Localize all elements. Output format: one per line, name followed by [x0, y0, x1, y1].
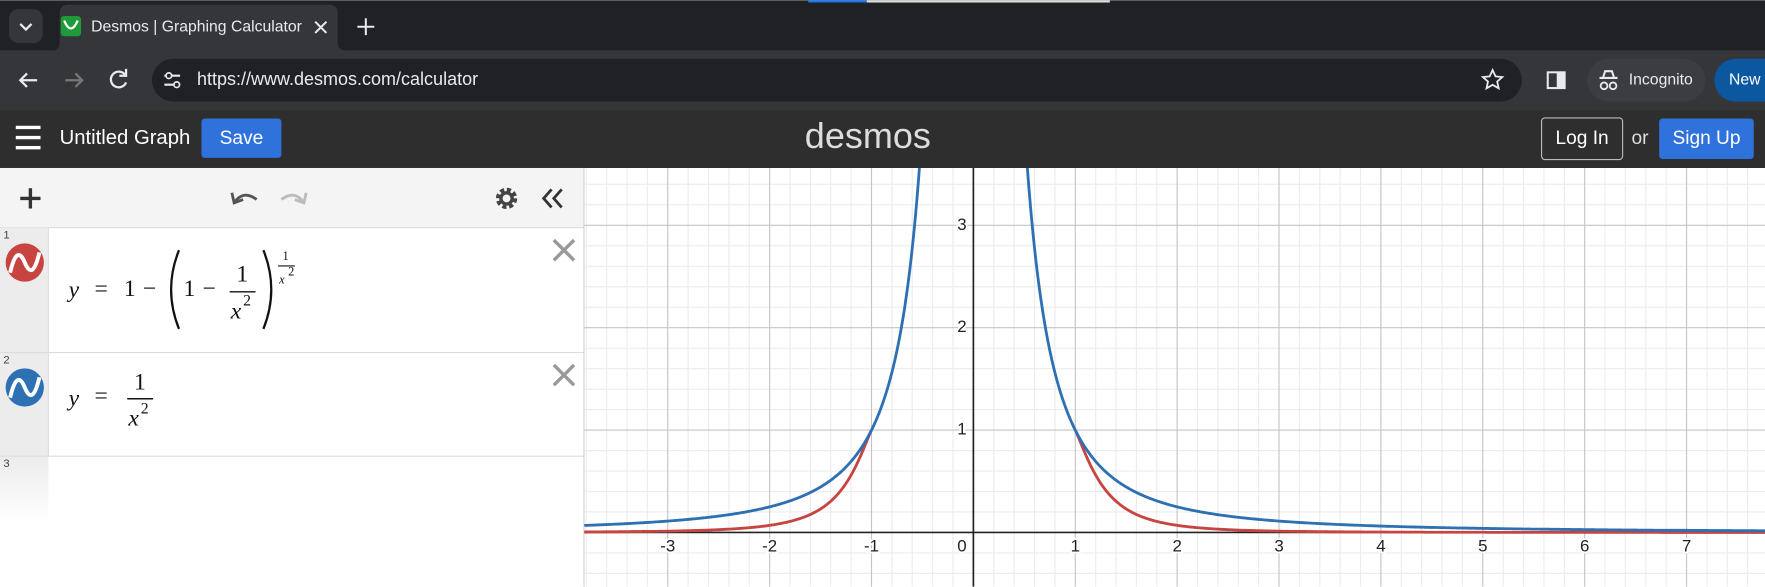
add-item-button[interactable] [20, 188, 41, 209]
y-tick-label: 1 [957, 420, 966, 439]
x-tick-label: 2 [1172, 537, 1181, 556]
x-tick-label: 5 [1478, 537, 1487, 556]
update-label: New C [1729, 71, 1765, 88]
x-tick-label: 6 [1580, 537, 1589, 556]
incognito-label: Incognito [1629, 71, 1693, 88]
site-info-dot [173, 81, 181, 89]
graph-paper[interactable]: -3 -2 -1 1 2 3 4 5 6 7 1 2 3 0 [584, 145, 1765, 587]
math-token: 2 [288, 265, 294, 279]
redo-button[interactable] [280, 192, 308, 205]
undo-button[interactable] [230, 192, 258, 205]
sign-up-button[interactable] [1659, 118, 1754, 159]
new-tab-button[interactable] [357, 18, 375, 36]
incognito-icon [1599, 70, 1618, 79]
favicon [60, 16, 82, 37]
expression-index: 3 [3, 458, 9, 470]
math-token: x [278, 272, 285, 286]
settings-button[interactable] [495, 187, 518, 210]
favicon-mark [63, 20, 79, 30]
wave-icon [8, 251, 42, 274]
y-tick-label: 3 [957, 215, 966, 234]
delete-button[interactable] [552, 238, 576, 262]
curve [584, 430, 1765, 534]
expression[interactable]: y = 1 − 1 − 1 x 2 1 x 2 [67, 249, 295, 330]
math-token: y [67, 277, 80, 303]
sign-up-label: Sign Up [1672, 128, 1740, 149]
math-token: y [67, 385, 80, 411]
or-label: or [1632, 128, 1650, 149]
math-token: − [203, 276, 216, 302]
math-token: = [95, 276, 108, 302]
math-token: x [230, 299, 242, 325]
paren [262, 249, 273, 330]
save-label: Save [220, 128, 264, 149]
graph-background [584, 167, 1765, 587]
tab-title: Desmos | Graphing Calculator [91, 18, 302, 35]
bookmark-star[interactable] [1480, 67, 1505, 91]
forward-button[interactable] [65, 72, 84, 88]
math-token: x [127, 406, 139, 432]
math-token: − [143, 276, 156, 302]
settings-ring [499, 191, 514, 206]
side-panel-fill [1556, 72, 1565, 89]
x-tick-label: -1 [864, 537, 879, 556]
collapse-button[interactable] [541, 188, 563, 209]
save-button[interactable] [201, 118, 282, 158]
curve [584, 167, 1765, 533]
tab-search-button[interactable] [9, 9, 43, 44]
delete-button[interactable] [552, 363, 576, 387]
back-button[interactable] [18, 72, 38, 88]
y-tick-label: 2 [957, 317, 966, 336]
math-token: 1 [183, 276, 195, 302]
math-token: 2 [141, 401, 149, 418]
x-tick-label: 1 [1071, 537, 1080, 556]
indicator [866, 0, 1110, 3]
math-token: 1 [124, 276, 136, 302]
app-header [0, 109, 1765, 168]
x-tick-label: -3 [660, 537, 675, 556]
indicator [808, 0, 867, 3]
log-in-button[interactable] [1540, 117, 1624, 161]
math-token: 1 [236, 261, 248, 287]
math-token: = [95, 383, 108, 409]
gutter [0, 456, 49, 524]
incognito-icon [1599, 81, 1609, 91]
incognito-pill[interactable] [1587, 58, 1706, 102]
tab-close[interactable] [314, 20, 328, 34]
paren [169, 249, 181, 330]
expression-index: 1 [3, 229, 9, 241]
math-token: 1 [134, 370, 146, 396]
menu-button[interactable] [15, 125, 41, 150]
incognito-icon [1608, 81, 1618, 91]
chevron-icon [19, 23, 33, 32]
x-tick-label: -2 [762, 537, 777, 556]
site-info-dot [165, 72, 173, 80]
log-in-label: Log In [1555, 128, 1608, 149]
x-tick-label: 4 [1376, 537, 1385, 556]
logo: desmos [805, 115, 931, 156]
math-token: 1 [283, 249, 289, 263]
expression-toolbar [0, 167, 585, 228]
x-tick-label: 3 [1274, 537, 1283, 556]
update-button[interactable] [1714, 58, 1765, 102]
expression[interactable]: y = 1 x 2 [67, 370, 154, 432]
omnibox[interactable] [151, 58, 1522, 102]
expression-index: 2 [3, 354, 9, 366]
graph-title[interactable]: Untitled Graph [60, 127, 191, 149]
wave-icon [8, 376, 42, 399]
url[interactable]: https://www.desmos.com/calculator [197, 69, 478, 89]
reload-button[interactable] [109, 68, 128, 89]
math-token: 2 [243, 293, 251, 310]
x-tick-label: 7 [1682, 537, 1691, 556]
origin-label: 0 [957, 537, 966, 556]
expression-panel [0, 167, 585, 587]
active-tab[interactable] [50, 4, 347, 51]
